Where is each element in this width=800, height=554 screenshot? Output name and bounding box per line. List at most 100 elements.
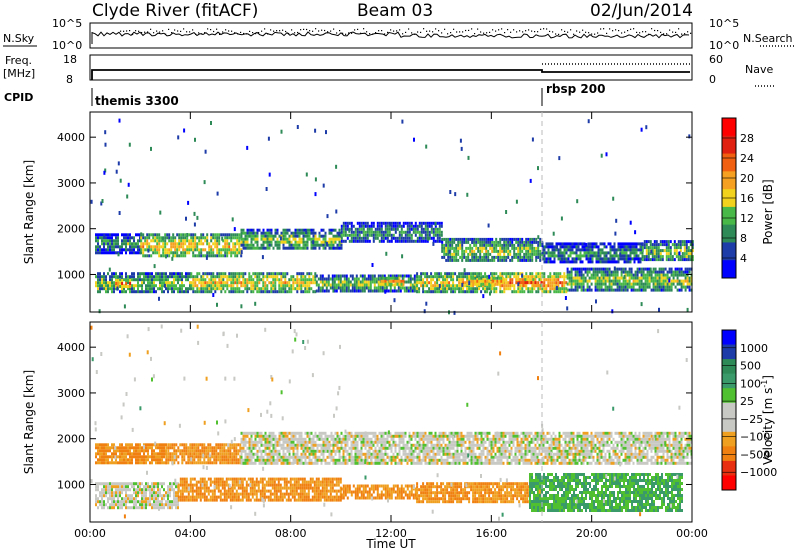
power-cell	[278, 246, 281, 250]
power-cell	[547, 254, 550, 258]
power-speckle	[488, 274, 491, 279]
power-cell	[288, 284, 291, 288]
power-cell	[472, 287, 475, 291]
power-cell	[343, 277, 346, 281]
velocity-cell	[217, 455, 220, 459]
power-cell	[628, 273, 631, 277]
power-cell	[345, 283, 348, 287]
power-cell	[630, 285, 633, 289]
power-cell	[521, 255, 524, 259]
velocity-cell	[302, 446, 305, 450]
power-cell	[571, 242, 574, 246]
velocity-cell	[181, 458, 184, 462]
velocity-cell	[326, 440, 329, 444]
power-cell	[588, 285, 591, 289]
power-cell	[537, 246, 540, 250]
power-cell	[481, 246, 484, 250]
power-cell	[194, 242, 197, 246]
power-cell	[658, 279, 661, 283]
power-cell	[440, 230, 443, 234]
velocity-cell	[223, 446, 226, 450]
power-cell	[115, 236, 117, 240]
power-cell	[529, 272, 532, 276]
velocity-cell	[336, 431, 339, 435]
power-cell	[119, 290, 121, 294]
power-cell	[353, 277, 356, 281]
power-cell	[140, 242, 143, 246]
power-cell	[511, 240, 514, 244]
velocity-cell	[270, 440, 273, 444]
velocity-cell	[189, 461, 192, 465]
power-cell	[181, 281, 183, 285]
power-cell	[599, 251, 602, 255]
power-cell	[434, 272, 437, 276]
power-cell	[594, 267, 597, 271]
power-cell	[571, 260, 574, 264]
power-cell	[262, 237, 265, 241]
power-cell	[176, 233, 179, 237]
power-cell	[384, 279, 387, 283]
power-cell	[591, 260, 594, 264]
power-cell	[402, 236, 405, 240]
power-cell	[189, 275, 191, 279]
power-cell	[665, 240, 668, 244]
power-cell	[324, 234, 327, 238]
power-cell	[551, 242, 554, 246]
power-cell	[331, 277, 334, 281]
power-cell	[254, 231, 257, 235]
power-cell	[609, 260, 612, 264]
power-cell	[662, 288, 665, 292]
power-speckle	[254, 301, 257, 306]
power-cell	[507, 246, 510, 250]
velocity-cell	[262, 458, 265, 462]
power-cell	[131, 275, 133, 279]
power-cell	[262, 231, 265, 235]
velocity-cell	[141, 458, 143, 462]
power-cell	[335, 289, 338, 293]
nsearch-point	[603, 28, 605, 30]
power-cell	[334, 228, 337, 232]
power-cell	[495, 287, 498, 291]
power-cell	[204, 239, 207, 243]
velocity-cell	[294, 452, 297, 456]
power-cell	[666, 279, 669, 283]
power-cell	[665, 246, 668, 250]
power-cell	[473, 258, 476, 262]
power-cell	[420, 224, 423, 228]
power-cell	[169, 272, 171, 276]
velocity-cell	[191, 461, 194, 465]
power-speckle	[119, 178, 122, 183]
power-cell	[590, 267, 593, 271]
power-cell	[430, 275, 433, 279]
power-cell	[432, 287, 435, 291]
power-cell	[645, 252, 648, 256]
power-speckle	[459, 138, 462, 143]
power-cell	[323, 283, 326, 287]
velocity-cell	[119, 452, 121, 456]
power-cell	[129, 236, 131, 240]
nsearch-point	[588, 32, 590, 34]
velocity-cell	[105, 461, 107, 465]
power-speckle	[203, 180, 206, 185]
power-cell	[306, 240, 309, 244]
velocity-cell	[316, 437, 319, 441]
power-cell	[306, 234, 309, 238]
power-cell	[476, 278, 479, 282]
power-cell	[182, 242, 185, 246]
power-cell	[166, 251, 169, 255]
power-cell	[208, 281, 211, 285]
power-cell	[653, 249, 656, 253]
power-speckle	[204, 149, 207, 154]
power-cell	[238, 233, 241, 237]
power-cell	[430, 227, 433, 231]
power-cell	[595, 251, 598, 255]
power-cell	[513, 272, 516, 276]
power-cell	[673, 246, 676, 250]
power-cell	[602, 282, 605, 286]
power-speckle	[482, 294, 485, 299]
power-cell	[613, 257, 616, 261]
power-cell	[655, 240, 658, 244]
nsearch-point	[171, 32, 173, 34]
velocity-cell	[125, 458, 127, 462]
power-cell	[482, 275, 485, 279]
